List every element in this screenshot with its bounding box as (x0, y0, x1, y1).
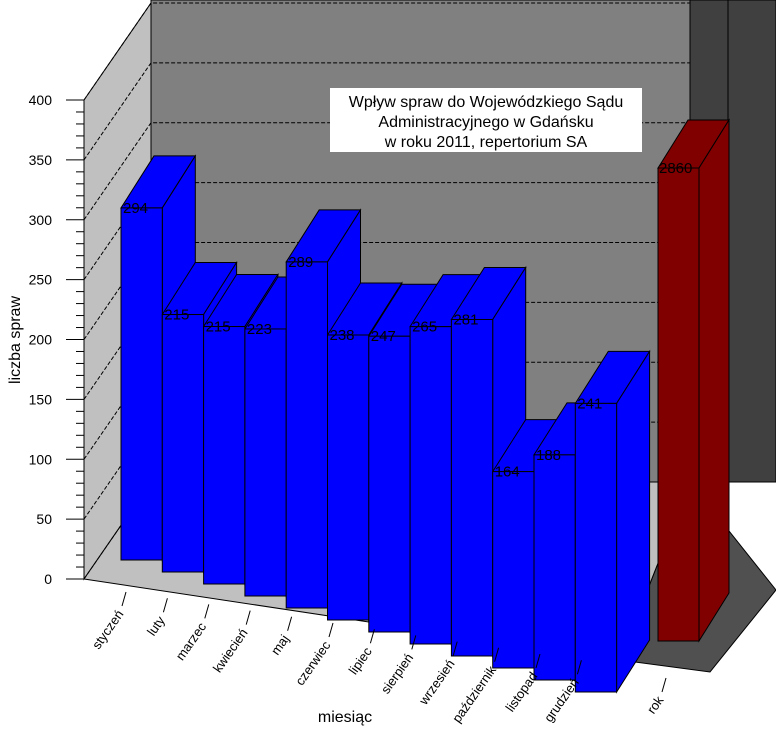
value-label: 223 (247, 321, 272, 338)
gridline (83, 62, 690, 161)
y-tick-label: 300 (29, 212, 53, 228)
x-tick-label-total: rok (644, 693, 667, 717)
x-tick (204, 604, 210, 619)
gridline (83, 2, 690, 101)
y-tick-label: 50 (36, 511, 52, 527)
x-tick-label: wrzesień (415, 657, 457, 708)
x-tick-label: maj (268, 632, 292, 658)
bar-lipiec (368, 335, 411, 633)
bar-wrzesień (450, 319, 494, 657)
value-label: 294 (123, 200, 148, 217)
x-tick-label: listopad (502, 669, 540, 714)
y-tick-label: 400 (29, 92, 53, 108)
x-axis-title: miesiąc (318, 709, 372, 726)
value-label: 215 (206, 319, 231, 336)
bar-styczeń (120, 207, 163, 561)
total-value-label: 2860 (659, 160, 692, 177)
y-tick-label: 350 (29, 152, 53, 168)
y-tick-label: 0 (44, 571, 52, 587)
total-bar (657, 167, 700, 642)
title-box (330, 88, 642, 152)
y-tick-label: 100 (29, 451, 53, 467)
bar-październik (492, 471, 535, 669)
bar-listopad (533, 454, 576, 681)
x-tick-label: sierpień (378, 651, 416, 697)
x-tick (369, 629, 375, 644)
total-bar-side (698, 118, 730, 643)
chart-title-line: Administracyjnego w Gdańsku (378, 114, 593, 131)
chart-title-line: w roku 2011, repertorium SA (384, 134, 588, 151)
x-tick (661, 677, 667, 693)
y-axis-title: liczba spraw (7, 296, 24, 384)
bar-sierpień (409, 326, 452, 645)
x-tick-label: czerwiec (292, 638, 334, 688)
value-label: 188 (536, 447, 561, 464)
x-tick-label: lipiec (346, 644, 376, 677)
x-tick-label: październik (449, 663, 499, 726)
y-tick-label: 250 (29, 272, 53, 288)
bar-kwiecień (244, 328, 287, 597)
value-label: 238 (330, 327, 355, 344)
bar-luty (161, 314, 205, 573)
value-label: 289 (288, 254, 313, 271)
x-tick (452, 641, 458, 656)
x-tick-label: marzec (173, 619, 210, 663)
x-tick (121, 591, 127, 607)
x-tick-label: kwiecień (210, 626, 251, 675)
value-label: 265 (412, 319, 437, 336)
x-tick (328, 622, 334, 638)
bar-maj (285, 261, 329, 609)
bar-marzec (203, 326, 246, 585)
x-tick-label: luty (144, 613, 168, 639)
x-tick (245, 610, 251, 625)
bar-grudzień (574, 402, 618, 693)
y-tick-label: 150 (29, 391, 53, 407)
bar-side (616, 349, 651, 694)
x-tick-label: styczeń (89, 607, 127, 652)
x-tick (287, 616, 293, 631)
x-tick (576, 660, 582, 675)
value-label: 241 (577, 395, 602, 412)
x-tick (411, 635, 417, 650)
value-label: 281 (453, 312, 478, 329)
x-tick (535, 653, 541, 669)
value-label: 215 (164, 307, 189, 324)
x-tick (494, 647, 500, 662)
value-label: 247 (371, 328, 396, 345)
chart-title-line: Wpływ spraw do Wojewódzkiego Sądu (349, 94, 624, 111)
y-tick-label: 200 (29, 332, 53, 348)
x-tick-label: grudzień (541, 675, 582, 724)
x-tick (162, 598, 168, 613)
value-label: 164 (495, 464, 520, 481)
bar-czerwiec (327, 334, 370, 621)
